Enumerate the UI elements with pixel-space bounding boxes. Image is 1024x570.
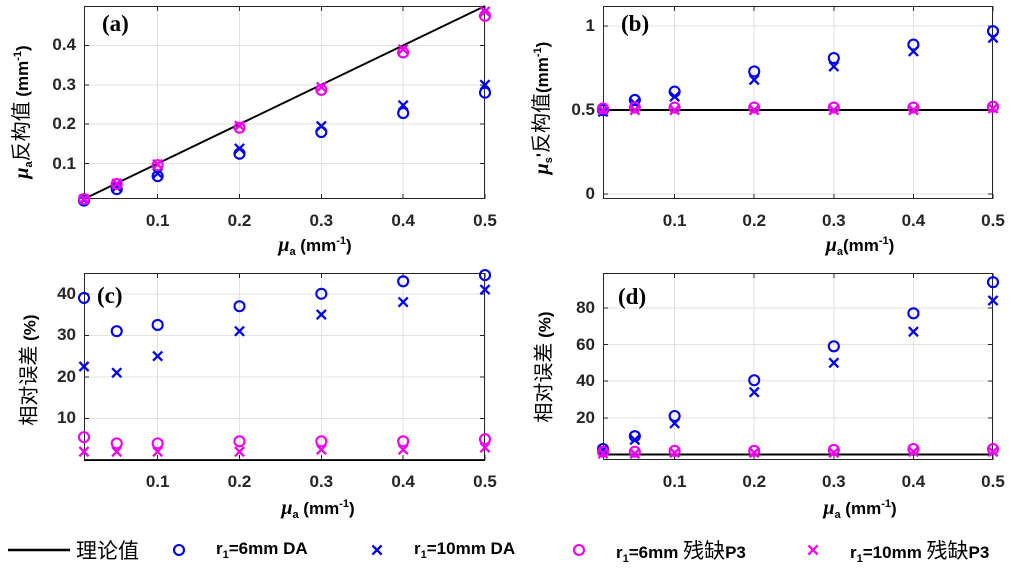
y-axis-label-c: 相对误差 (%) xyxy=(18,314,41,426)
y-tick-label: 40 xyxy=(576,371,595,391)
y-axis-label-b: μs'反构值(mm-1) xyxy=(531,41,555,175)
subplot-b-plot-area xyxy=(596,6,1000,199)
x-axis-label-d: μa (mm-1) xyxy=(823,497,897,521)
y-tick-label: 0.5 xyxy=(571,100,595,120)
x-tick-label: 0.4 xyxy=(901,211,926,230)
x-tick-label: 0.5 xyxy=(473,211,497,230)
x-tick-label: 0.1 xyxy=(145,472,170,491)
blue-circle-marker-icon xyxy=(172,543,186,557)
magenta-x-marker-icon xyxy=(806,543,820,557)
x-tick-label: 0.4 xyxy=(901,472,926,491)
subplot-a-plot-area xyxy=(77,5,492,207)
x-tick-label: 0.4 xyxy=(391,211,415,230)
y-tick-label: 20 xyxy=(576,407,595,427)
magenta-circle-marker-icon xyxy=(572,543,586,557)
x-tick-label: 0.2 xyxy=(227,211,252,230)
y-tick-label: 1 xyxy=(585,16,595,36)
x-tick-label: 0.5 xyxy=(981,211,1005,230)
y-tick-label: 0.4 xyxy=(52,35,76,55)
panel-tag-a: (a) xyxy=(102,11,129,36)
x-tick-label: 0.1 xyxy=(662,211,687,230)
theory-line-icon xyxy=(8,543,70,557)
legend-item-r6mm-da: r1=6mm DA xyxy=(172,536,308,564)
legend-label-theory: 理论值 xyxy=(76,539,139,563)
legend-label-r10mm-p3: r1=10mm 残缺P3 xyxy=(850,539,990,565)
y-tick-label: 0.1 xyxy=(52,153,76,173)
x-axis-label-c: μa (mm-1) xyxy=(281,497,355,521)
y-tick-label: 10 xyxy=(57,408,76,428)
legend-label-r6mm-p3: r1=6mm 残缺P3 xyxy=(616,539,746,565)
x-tick-label: 0.1 xyxy=(662,472,687,491)
x-tick-label: 0.5 xyxy=(473,472,497,491)
legend-item-theory: 理论值 xyxy=(8,536,139,564)
x-tick-label: 0.1 xyxy=(145,211,170,230)
legend-label-r10mm-da: r1=10mm DA xyxy=(414,539,516,561)
legend: 理论值 r1=6mm DA r1=10mm DA r1=6mm 残缺P3 r1=… xyxy=(0,536,1024,566)
panel-tag-b: (b) xyxy=(621,11,650,36)
x-tick-label: 0.3 xyxy=(309,472,334,491)
panel-tag-d: (d) xyxy=(618,284,647,309)
legend-item-r6mm-p3: r1=6mm 残缺P3 xyxy=(572,536,746,565)
y-axis-label-d: 相对误差 (%) xyxy=(533,311,556,423)
panel-tag-c: (c) xyxy=(97,283,123,308)
y-tick-label: 40 xyxy=(57,283,76,303)
x-axis-label-b: μa(mm-1) xyxy=(825,234,895,258)
x-tick-label: 0.3 xyxy=(821,472,846,491)
subplot-d-plot-area xyxy=(596,273,1000,460)
legend-item-r10mm-p3: r1=10mm 残缺P3 xyxy=(806,536,990,565)
y-tick-label: 30 xyxy=(57,325,76,345)
blue-x-marker-icon xyxy=(370,543,384,557)
x-tick-label: 0.2 xyxy=(227,472,252,491)
y-axis-label-a: μa反构值 (mm-1) xyxy=(11,45,35,179)
subplot-c-plot-area xyxy=(77,269,492,461)
y-tick-label: 20 xyxy=(57,366,76,386)
x-tick-label: 0.5 xyxy=(981,472,1005,491)
x-tick-label: 0.4 xyxy=(391,472,415,491)
x-tick-label: 0.2 xyxy=(742,211,767,230)
x-axis-label-a: μa (mm-1) xyxy=(278,234,352,258)
y-tick-label: 0.2 xyxy=(52,114,76,134)
x-tick-label: 0.3 xyxy=(309,211,334,230)
legend-item-r10mm-da: r1=10mm DA xyxy=(370,536,515,564)
y-tick-label: 80 xyxy=(576,297,595,317)
legend-label-r6mm-da: r1=6mm DA xyxy=(216,539,308,561)
x-tick-label: 0.3 xyxy=(821,211,846,230)
y-tick-label: 0 xyxy=(585,183,595,203)
y-tick-label: 60 xyxy=(576,334,595,354)
y-tick-label: 0.3 xyxy=(52,74,76,94)
x-tick-label: 0.2 xyxy=(742,472,767,491)
